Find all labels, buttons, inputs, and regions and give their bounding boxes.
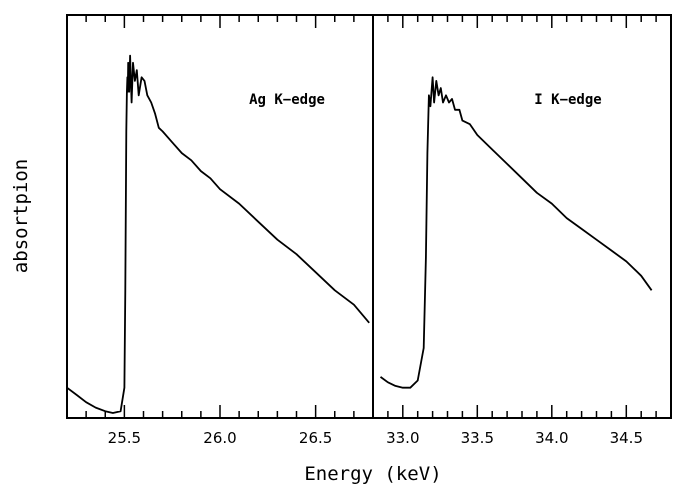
ag-x-tick-label: 26.5 — [299, 429, 332, 447]
i-absorption-curve — [379, 76, 653, 389]
ag-panel-ticks — [85, 15, 355, 418]
x-axis-label: Energy (keV) — [304, 463, 441, 485]
i-x-tick-label: 34.5 — [610, 429, 643, 447]
ag-absorption-curve — [66, 54, 370, 414]
ag-panel-frame — [66, 14, 374, 419]
ag-x-tick-label: 25.5 — [108, 429, 141, 447]
i-x-tick-label: 33.0 — [386, 429, 419, 447]
i-x-tick-label: 33.5 — [461, 429, 494, 447]
ag-k-edge-label: Ag K−edge — [249, 92, 325, 108]
i-panel-ticks — [387, 15, 657, 418]
i-panel-frame — [372, 14, 672, 419]
i-k-edge-panel: 33.0 33.5 34.0 34.5 I K−edge — [372, 14, 672, 447]
ag-k-edge-panel: 25.5 26.0 26.5 Ag K−edge — [66, 14, 374, 447]
i-panel-tick-labels: 33.0 33.5 34.0 34.5 — [386, 429, 643, 447]
y-axis-label: absortpion — [10, 159, 32, 273]
ag-x-tick-label: 26.0 — [203, 429, 236, 447]
i-x-tick-label: 34.0 — [535, 429, 568, 447]
i-k-edge-label: I K−edge — [534, 92, 601, 108]
ag-panel-tick-labels: 25.5 26.0 26.5 — [108, 429, 333, 447]
